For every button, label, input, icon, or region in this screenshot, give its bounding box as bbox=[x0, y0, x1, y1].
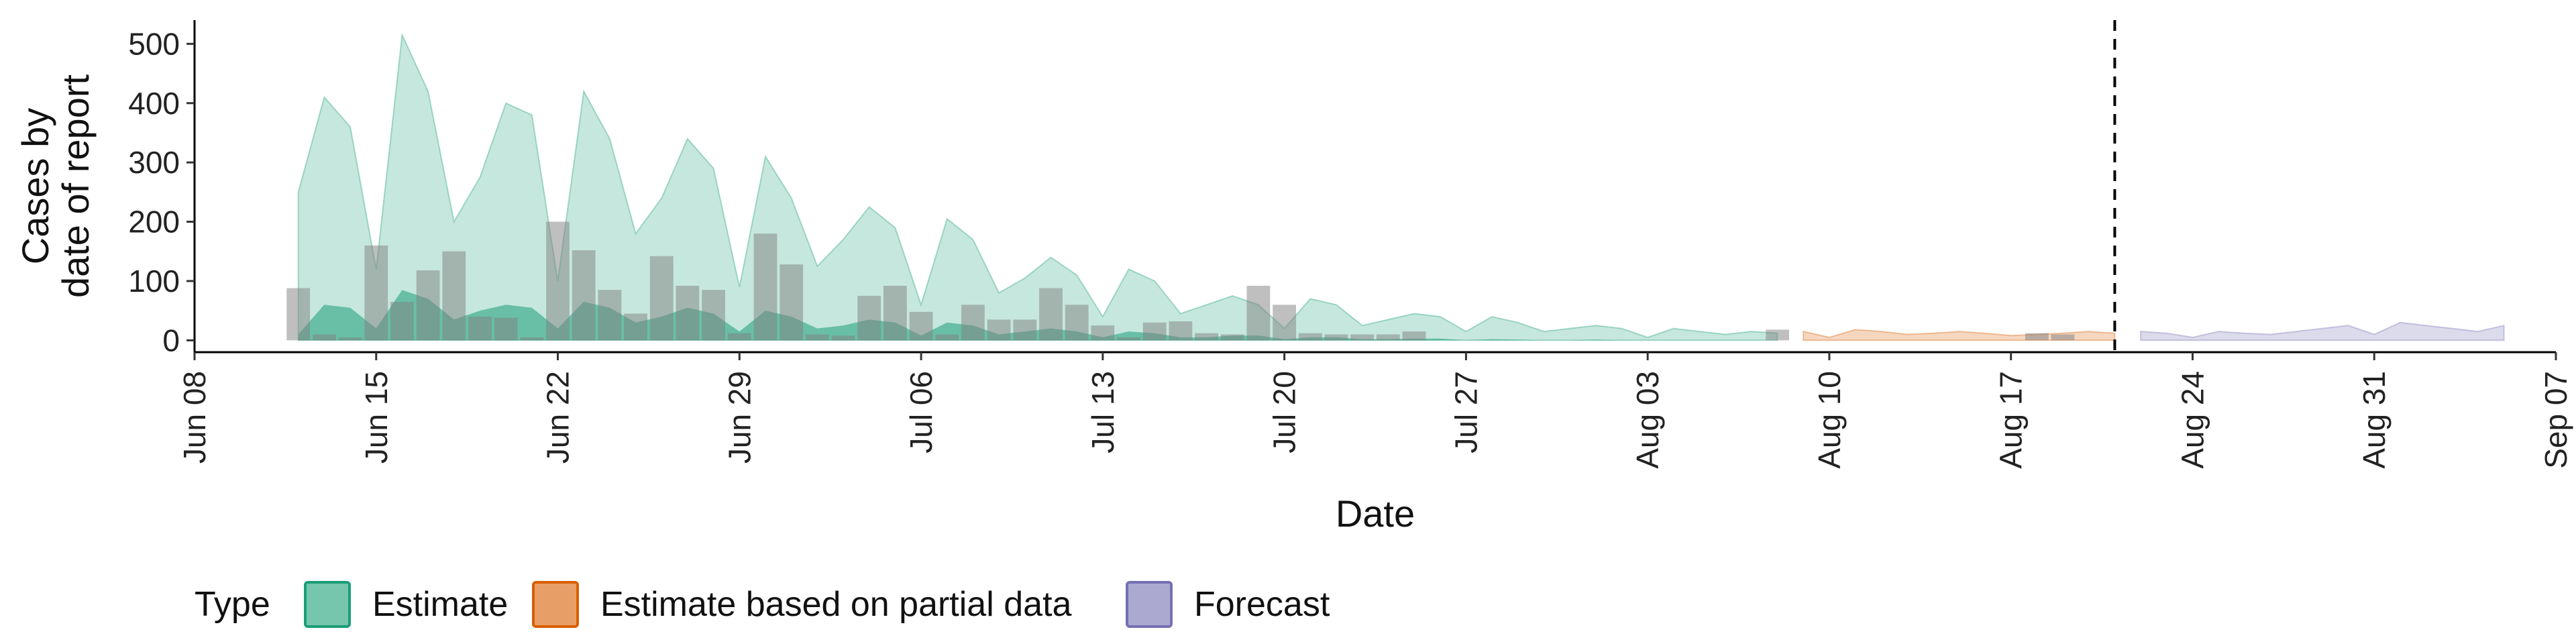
y-tick-label: 100 bbox=[128, 264, 180, 299]
bar bbox=[572, 250, 596, 341]
x-tick-label: Aug 24 bbox=[2175, 371, 2210, 469]
bar bbox=[1065, 305, 1089, 341]
legend-label-partial: Estimate based on partial data bbox=[600, 585, 1072, 624]
y-tick-label: 200 bbox=[128, 205, 180, 239]
bar bbox=[1324, 334, 1348, 341]
legend-swatch-estimate bbox=[304, 581, 351, 628]
bar bbox=[857, 296, 881, 341]
bar bbox=[1091, 325, 1115, 341]
estimate-ribbons bbox=[297, 32, 2505, 341]
reported-cases-bars bbox=[286, 221, 2075, 341]
bar bbox=[1273, 305, 1296, 341]
bar bbox=[702, 290, 725, 341]
bar bbox=[1039, 288, 1063, 341]
bar bbox=[390, 301, 414, 341]
bar bbox=[961, 305, 985, 341]
bar bbox=[1013, 319, 1037, 341]
x-tick-label: Jul 06 bbox=[904, 371, 938, 453]
bar bbox=[1117, 337, 1140, 341]
bar bbox=[1220, 334, 1244, 341]
bar bbox=[1169, 321, 1193, 341]
legend-label-estimate: Estimate bbox=[372, 585, 508, 624]
bar bbox=[442, 251, 466, 341]
bar bbox=[364, 245, 388, 341]
y-tick-label: 500 bbox=[128, 26, 180, 61]
y-axis-title-line-2: date of report bbox=[54, 74, 97, 299]
bar bbox=[676, 286, 700, 341]
bar bbox=[1142, 322, 1167, 341]
x-tick-label: Jul 13 bbox=[1085, 371, 1120, 453]
bar bbox=[831, 335, 855, 341]
bar bbox=[520, 337, 544, 341]
bar bbox=[987, 319, 1011, 341]
x-tick-label: Aug 03 bbox=[1630, 371, 1665, 469]
bar bbox=[805, 334, 829, 341]
bar bbox=[2025, 333, 2049, 341]
bar bbox=[598, 290, 622, 341]
bar bbox=[727, 333, 751, 341]
bar bbox=[780, 264, 804, 341]
legend: Type Estimate Estimate based on partial d… bbox=[195, 581, 1330, 628]
x-tick-label: Sep 07 bbox=[2538, 371, 2573, 469]
tick-labels: 0 100 200 300 400 500 Jun 08 Jun 15 Jun 22 Jun 29… bbox=[128, 26, 2573, 468]
bar bbox=[624, 313, 647, 341]
legend-title: Type bbox=[195, 585, 270, 624]
legend-label-forecast: Forecast bbox=[1194, 585, 1330, 624]
bar bbox=[1350, 334, 1375, 341]
x-tick-label: Jun 29 bbox=[722, 371, 757, 464]
bar bbox=[753, 233, 777, 341]
bar bbox=[416, 270, 440, 341]
bar bbox=[286, 288, 311, 341]
bar bbox=[494, 317, 518, 341]
bar bbox=[313, 334, 336, 341]
ribbon-outer-forecast bbox=[2140, 321, 2505, 341]
x-axis-title: Date bbox=[1336, 492, 1415, 535]
bar bbox=[1195, 333, 1218, 341]
bar bbox=[338, 337, 362, 341]
bar bbox=[1246, 286, 1271, 341]
bar bbox=[935, 334, 959, 341]
bar bbox=[1402, 331, 1426, 341]
axes bbox=[193, 20, 2556, 354]
x-tick-label: Jul 20 bbox=[1267, 371, 1302, 453]
bar bbox=[909, 311, 933, 341]
x-tick-label: Jun 15 bbox=[359, 371, 394, 464]
x-tick-label: Aug 31 bbox=[2357, 371, 2392, 469]
bar bbox=[883, 286, 907, 341]
ribbon-outer-estimate bbox=[297, 32, 1778, 341]
y-tick-label: 0 bbox=[162, 323, 180, 358]
x-tick-label: Jul 27 bbox=[1448, 371, 1483, 453]
legend-swatch-partial bbox=[532, 581, 579, 628]
y-tick-label: 300 bbox=[128, 145, 180, 180]
bar bbox=[1376, 334, 1400, 341]
bar bbox=[468, 317, 492, 341]
bar bbox=[649, 256, 674, 341]
x-tick-label: Jun 22 bbox=[541, 371, 576, 464]
bar bbox=[1298, 333, 1322, 341]
bar bbox=[546, 221, 570, 341]
bar bbox=[1766, 329, 1789, 341]
legend-swatch-forecast bbox=[1126, 581, 1173, 628]
x-tick-label: Aug 10 bbox=[1812, 371, 1847, 469]
bar bbox=[2051, 334, 2075, 341]
x-tick-label: Aug 17 bbox=[1994, 371, 2029, 469]
y-tick-label: 400 bbox=[128, 86, 180, 121]
x-tick-label: Jun 08 bbox=[177, 371, 212, 464]
y-axis-title-line-1: Cases by bbox=[14, 108, 56, 264]
